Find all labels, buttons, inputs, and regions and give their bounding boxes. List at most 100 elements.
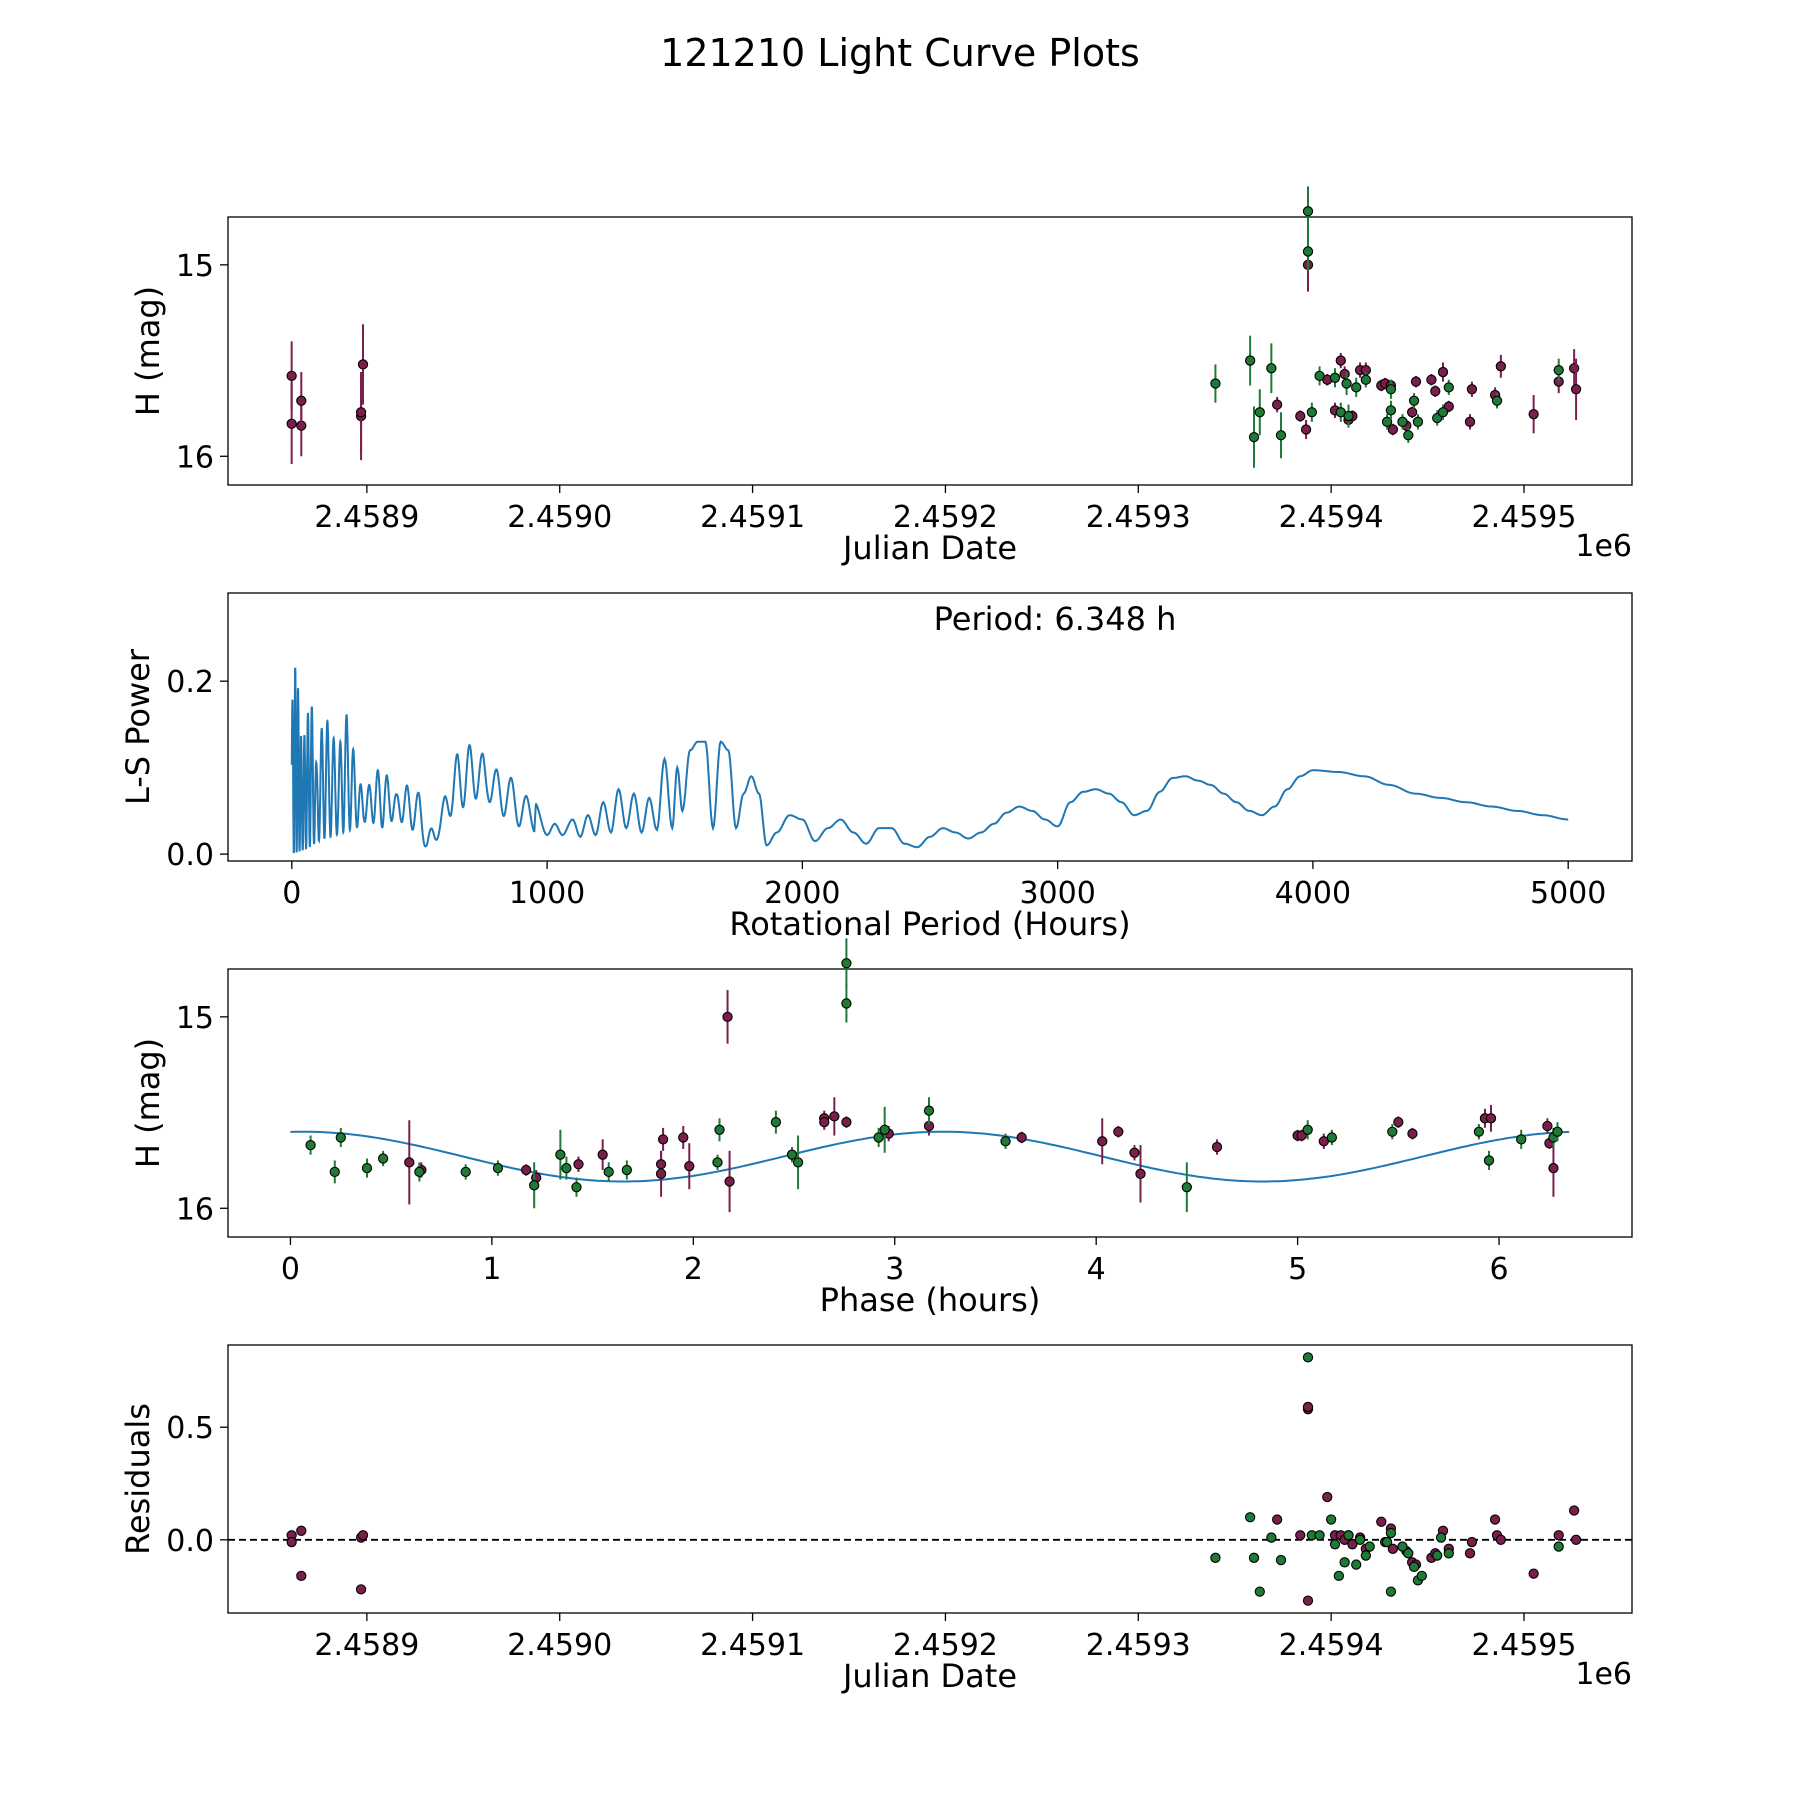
lightcurve-point [1570,384,1582,395]
lightcurve-point [1329,372,1341,383]
phased-point [1387,1126,1398,1137]
phased-point [770,1116,782,1128]
residuals-point [1302,1401,1314,1413]
phased-point [1302,1124,1313,1135]
lightcurve-point [1491,395,1503,406]
residuals-point [1314,1530,1325,1541]
lightcurve-point [1381,416,1393,427]
residuals-point [296,1525,307,1536]
phased-point [1181,1182,1192,1193]
residuals-point [1364,1541,1375,1552]
phased-point [329,1166,340,1178]
lightcurve-point [1426,374,1437,385]
phased-ytick-label: 15 [176,1001,214,1036]
lightcurve-point [1397,416,1408,427]
residuals-point [1302,1352,1314,1363]
phased-xtick-label: 2 [684,1252,703,1287]
residuals-yticks: 0.5 0.0 [166,1411,228,1559]
figure-title: 121210 Light Curve Plots [660,31,1140,75]
phased-point [1393,1116,1404,1128]
residuals-marks [228,1352,1632,1606]
phased-point [829,1111,840,1122]
residuals-point [1495,1534,1507,1545]
periodogram-xticks: 0 1000 2000 3000 4000 5000 [282,861,1606,911]
residuals-point [286,1536,297,1548]
phased-ytick-label: 16 [176,1192,214,1227]
residuals-point [1329,1539,1341,1550]
lightcurve-marks [286,186,1582,468]
residuals-point [1385,1527,1397,1539]
phased-point [841,958,852,969]
lightcurve-point [1406,407,1418,418]
phased-point [1542,1120,1553,1132]
phased-point [1552,1126,1563,1137]
phased-point [873,1132,884,1143]
residuals-point [1432,1550,1443,1561]
lightcurve-xlabel: Julian Date [841,529,1017,567]
phased-point [714,1124,725,1135]
periodogram-panel: 0 1000 2000 3000 4000 5000 0.0 0.2 Period: 6.3… [119,592,1633,943]
phased-point [555,1149,566,1160]
phased-point [1485,1113,1497,1124]
phased-point [841,1116,852,1128]
residuals-point [1210,1552,1221,1563]
lightcurve-point [1360,374,1372,385]
phased-xtick-label: 3 [885,1252,904,1287]
phased-point [561,1162,572,1174]
lightcurve-point [1387,424,1399,435]
lightcurve-point [1254,407,1265,418]
lightcurve-point [1275,430,1287,441]
residuals-xtick-label: 2.4590 [507,1628,612,1663]
lightcurve-ylabel: H (mag) [129,286,167,416]
lightcurve-point [1351,382,1362,393]
lightcurve-xtick-label: 2.4589 [314,500,419,535]
lightcurve-panel: 2.4589 2.4590 2.4591 2.4592 2.4593 2.4594 2.45… [129,186,1633,567]
residuals-point [1333,1570,1345,1581]
phased-point [841,998,852,1009]
lightcurve-point [1306,407,1318,418]
phased-point [377,1153,389,1164]
lightcurve-point [1403,430,1414,441]
lightcurve-point [1437,407,1449,418]
residuals-point [1351,1559,1362,1570]
periodogram-xtick-label: 3000 [1019,876,1095,911]
periodogram-ylabel: L-S Power [119,648,157,805]
phased-ylabel: H (mag) [129,1038,167,1168]
lightcurve-xtick-label: 2.4592 [893,500,998,535]
phased-point [819,1116,830,1128]
residuals-point [1443,1548,1454,1559]
periodogram-xlabel: Rotational Period (Hours) [729,905,1130,943]
phased-point [1407,1128,1418,1139]
phased-point [529,1180,540,1191]
phased-point [1135,1168,1146,1179]
phased-point [1097,1136,1108,1147]
lightcurve-point [357,359,369,370]
periodogram-yticks: 0.0 0.2 [166,665,228,873]
periodogram-ytick-label: 0.0 [166,838,214,873]
lightcurve-point [1568,363,1580,374]
lightcurve-point [1302,246,1314,257]
lightcurve-point [1248,431,1260,443]
phased-xtick-label: 6 [1490,1252,1509,1287]
periodogram-xtick-label: 1000 [509,876,585,911]
phased-point [1483,1155,1495,1166]
lightcurve-point [1495,361,1507,372]
residuals-point [1528,1568,1539,1579]
residuals-point [296,1570,307,1581]
periodogram-marks [290,667,1569,854]
phased-point [1211,1141,1223,1153]
residuals-xtick-label: 2.4589 [314,1628,419,1663]
lightcurve-xtick-label: 2.4590 [507,500,612,535]
lightcurve-point [1410,376,1422,387]
phased-point [1113,1126,1124,1137]
phased-point [923,1105,935,1116]
phased-marks [290,938,1570,1213]
phased-point [573,1159,584,1170]
phased-point [361,1162,373,1174]
residuals-xtick-label: 2.4591 [700,1628,805,1663]
lightcurve-point [1300,424,1312,435]
lightcurve-point [1553,364,1564,376]
lightcurve-point [355,407,367,418]
lightcurve-point [1210,378,1221,389]
